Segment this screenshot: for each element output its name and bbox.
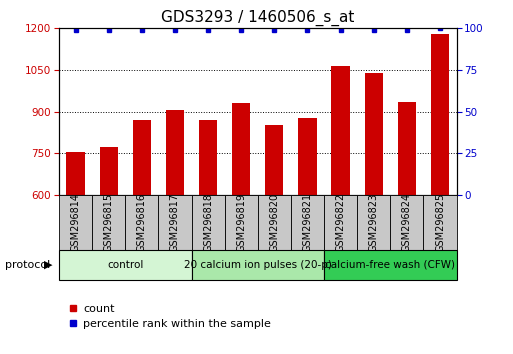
Bar bbox=[225, 195, 258, 250]
Text: GSM296822: GSM296822 bbox=[336, 193, 346, 252]
Text: GSM296817: GSM296817 bbox=[170, 193, 180, 252]
Bar bbox=[67, 152, 85, 195]
Text: GSM296820: GSM296820 bbox=[269, 193, 280, 252]
Text: GSM296815: GSM296815 bbox=[104, 193, 114, 252]
Bar bbox=[299, 118, 317, 195]
Text: GSM296816: GSM296816 bbox=[137, 193, 147, 252]
Bar bbox=[232, 103, 250, 195]
Bar bbox=[324, 195, 357, 250]
Text: calcium-free wash (CFW): calcium-free wash (CFW) bbox=[325, 259, 456, 270]
Text: GSM296824: GSM296824 bbox=[402, 193, 412, 252]
Bar bbox=[59, 195, 92, 250]
Bar bbox=[258, 195, 291, 250]
Text: 20 calcium ion pulses (20-p): 20 calcium ion pulses (20-p) bbox=[184, 259, 332, 270]
Text: control: control bbox=[107, 259, 144, 270]
Text: GSM296823: GSM296823 bbox=[369, 193, 379, 252]
Bar bbox=[324, 250, 457, 280]
Text: GSM296825: GSM296825 bbox=[435, 193, 445, 252]
Bar bbox=[166, 110, 184, 195]
Bar bbox=[265, 125, 284, 195]
Text: GSM296821: GSM296821 bbox=[303, 193, 312, 252]
Bar bbox=[59, 250, 191, 280]
Bar bbox=[398, 102, 416, 195]
Bar bbox=[159, 195, 191, 250]
Text: ▶: ▶ bbox=[44, 259, 52, 270]
Bar bbox=[331, 66, 350, 195]
Bar bbox=[191, 195, 225, 250]
Bar bbox=[133, 120, 151, 195]
Text: GSM296814: GSM296814 bbox=[71, 193, 81, 252]
Bar bbox=[100, 147, 118, 195]
Bar bbox=[423, 195, 457, 250]
Legend: count, percentile rank within the sample: count, percentile rank within the sample bbox=[65, 299, 276, 334]
Bar bbox=[199, 120, 217, 195]
Text: protocol: protocol bbox=[5, 259, 50, 270]
Title: GDS3293 / 1460506_s_at: GDS3293 / 1460506_s_at bbox=[161, 9, 354, 25]
Bar bbox=[365, 73, 383, 195]
Text: GSM296818: GSM296818 bbox=[203, 193, 213, 252]
Bar bbox=[92, 195, 125, 250]
Bar bbox=[125, 195, 159, 250]
Bar bbox=[191, 250, 324, 280]
Text: GSM296819: GSM296819 bbox=[236, 193, 246, 252]
Bar bbox=[291, 195, 324, 250]
Bar bbox=[357, 195, 390, 250]
Bar bbox=[390, 195, 423, 250]
Bar bbox=[431, 34, 449, 195]
